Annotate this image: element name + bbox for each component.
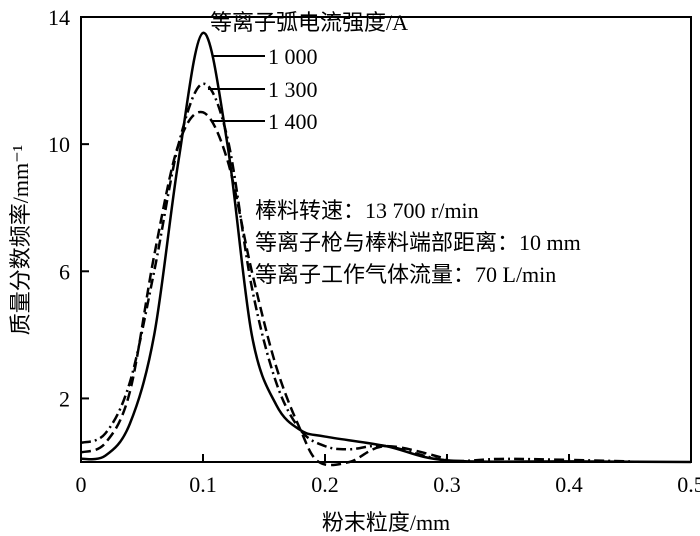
- legend-label: 1 400: [268, 109, 318, 134]
- legend-label: 1 000: [268, 44, 318, 69]
- x-tick-label: 0.5: [677, 472, 700, 497]
- legend-title: 等离子弧电流强度/A: [210, 10, 408, 35]
- annotation: 等离子枪与棒料端部距离：10 mm: [255, 230, 581, 255]
- plot-frame: [80, 16, 692, 463]
- x-tick-label: 0.1: [189, 472, 217, 497]
- series-line-1000: [80, 31, 692, 464]
- series-line-1300: [80, 82, 631, 463]
- y-tick-label: 2: [59, 386, 70, 411]
- x-tick-label: 0.3: [433, 472, 461, 497]
- x-axis-label: 粉末粒度/mm: [322, 510, 450, 535]
- x-tick-label: 0: [76, 472, 87, 497]
- y-tick-label: 10: [48, 132, 70, 157]
- series-line-1400: [80, 110, 448, 467]
- annotation: 棒料转速：13 700 r/min: [255, 198, 479, 223]
- y-axis-label: 质量分数频率/mm⁻¹: [8, 145, 33, 336]
- legend-label: 1 300: [268, 77, 318, 102]
- y-tick-label: 14: [48, 5, 70, 30]
- annotation: 等离子工作气体流量：70 L/min: [255, 262, 556, 287]
- x-tick-label: 0.2: [311, 472, 339, 497]
- y-tick-label: 6: [59, 259, 70, 284]
- x-tick-label: 0.4: [555, 472, 583, 497]
